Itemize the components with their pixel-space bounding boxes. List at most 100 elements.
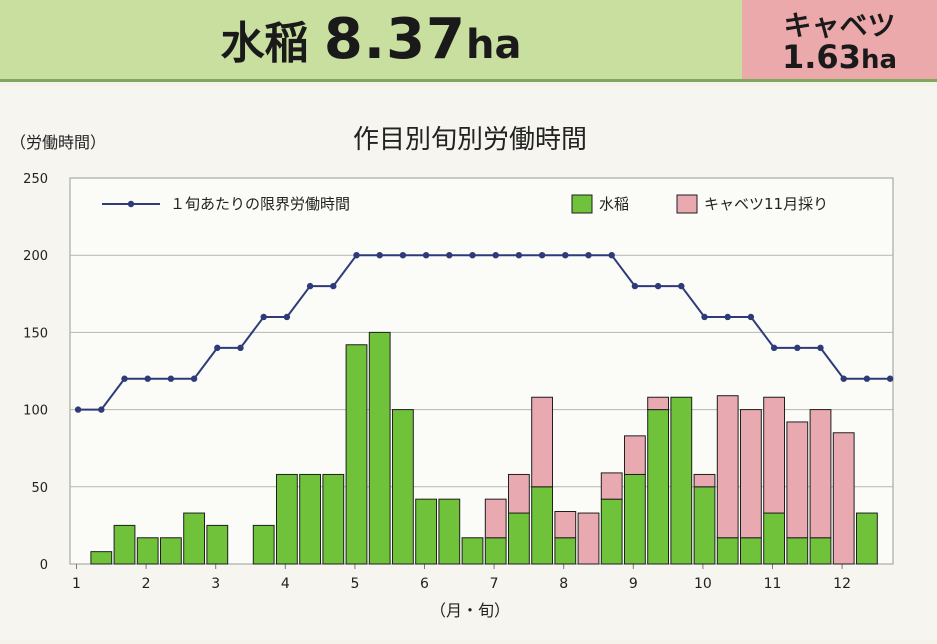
limit-line-point: [817, 344, 824, 352]
rice-bar: [693, 486, 716, 565]
limit-line-point: [492, 252, 499, 259]
limit-line-point: [886, 375, 894, 382]
chart-panel: 作目別旬別労働時間 （労働時間） （月・旬） 0 50 100 150 200 250 1…: [0, 86, 937, 640]
x-tick-label: 2: [142, 576, 151, 592]
cabbage-bar: [740, 409, 762, 539]
cabbage-bar: [554, 511, 577, 539]
limit-line-point: [515, 252, 523, 259]
limit-line-point: [678, 282, 685, 290]
cabbage-bar: [508, 473, 530, 514]
limit-line-point: [538, 252, 546, 259]
limit-line-point: [376, 252, 383, 259]
rice-bar: [90, 551, 113, 565]
x-tick-label: 1: [72, 576, 81, 592]
rice-bar: [763, 512, 786, 565]
x-axis-title: （月・旬）: [430, 601, 510, 620]
cabbage-area-value: 1.63: [781, 38, 861, 76]
limit-line-point: [190, 375, 198, 382]
rice-bar: [415, 498, 438, 565]
legend-cabbage-label: キャベツ11月採り: [704, 195, 828, 213]
limit-line-point: [469, 252, 476, 259]
limit-line-point: [214, 344, 221, 352]
y-tick-label: 100: [23, 404, 48, 419]
limit-line: [74, 252, 894, 413]
limit-line-point: [863, 375, 871, 382]
x-tick-label: 11: [764, 576, 782, 592]
limit-line-point: [283, 313, 291, 321]
legend-rice-swatch: [571, 194, 593, 214]
labor-hours-chart: 作目別旬別労働時間 （労働時間） （月・旬） 0 50 100 150 200 250 1…: [10, 125, 894, 620]
cabbage-bar: [763, 396, 786, 514]
y-tick-labels: 0 50 100 150 200 250: [23, 172, 48, 573]
x-tick-label: 12: [833, 576, 851, 592]
cabbage-bar: [624, 435, 646, 475]
rice-bar: [461, 537, 484, 565]
rice-bar: [856, 512, 878, 565]
x-tick-labels: 1 2 3 4 5 6 7 8 9 10 11 12: [72, 564, 851, 592]
rice-bar: [624, 473, 646, 565]
rice-bar: [786, 537, 809, 565]
rice-area-value: 8.37: [323, 7, 467, 72]
limit-line-point: [98, 406, 105, 413]
rice-bar: [531, 486, 554, 565]
rice-bar: [392, 409, 414, 565]
limit-line-point: [144, 375, 151, 382]
y-tick-label: 0: [40, 558, 48, 573]
rice-bar: [160, 537, 182, 565]
cabbage-bar: [716, 395, 739, 539]
limit-line-point: [74, 406, 82, 413]
y-tick-label: 200: [23, 249, 48, 264]
limit-line-point: [724, 313, 731, 321]
limit-line-path: [78, 254, 891, 411]
legend-rice-label: 水稲: [599, 195, 629, 213]
rice-bar: [345, 344, 368, 565]
limit-line-point: [422, 252, 430, 259]
rice-bar: [322, 473, 345, 565]
limit-line-point: [353, 252, 360, 259]
cabbage-bar: [786, 421, 809, 539]
limit-line-point: [608, 252, 615, 259]
x-tick-label: 7: [490, 576, 499, 592]
limit-line-point: [654, 282, 662, 290]
rice-bar: [670, 396, 693, 565]
limit-line-point: [237, 344, 244, 352]
limit-line-point: [121, 375, 128, 382]
limit-line-point: [330, 282, 337, 290]
limit-line-point: [585, 252, 592, 259]
rice-bar: [276, 473, 298, 565]
limit-line-point: [306, 282, 314, 290]
cabbage-bar: [809, 409, 832, 539]
cabbage-crop-label: キャベツ: [783, 9, 896, 42]
rice-bar: [809, 537, 832, 565]
y-tick-label: 50: [31, 481, 48, 496]
cabbage-bar: [600, 472, 623, 500]
legend-cabbage-swatch: [676, 194, 698, 214]
rice-bar: [600, 498, 623, 565]
x-tick-label: 3: [211, 576, 220, 592]
rice-bar: [438, 498, 461, 565]
y-axis-title: （労働時間）: [10, 133, 106, 152]
limit-line-point: [701, 313, 708, 321]
x-tick-label: 8: [559, 576, 568, 592]
rice-bar: [716, 537, 739, 565]
x-tick-label: 5: [350, 576, 359, 592]
limit-line-point: [840, 375, 847, 382]
rice-bar: [299, 473, 322, 565]
limit-line-point: [399, 252, 407, 259]
bars: [90, 331, 878, 565]
limit-line-point: [631, 282, 639, 290]
limit-line-point: [446, 252, 453, 259]
rice-bar: [183, 512, 205, 565]
cabbage-area-banner: キャベツ 1.63ha: [742, 0, 937, 82]
cabbage-bar: [577, 512, 600, 565]
rice-bar: [252, 524, 275, 565]
limit-line-point: [562, 252, 569, 259]
rice-bar: [113, 524, 136, 565]
legend-background: [71, 184, 892, 218]
rice-bar: [368, 331, 391, 565]
limit-line-point: [770, 344, 778, 352]
cabbage-bar: [484, 498, 507, 539]
rice-crop-label: 水稲: [220, 18, 309, 69]
y-tick-label: 150: [23, 326, 48, 341]
cabbage-bar: [647, 396, 670, 411]
